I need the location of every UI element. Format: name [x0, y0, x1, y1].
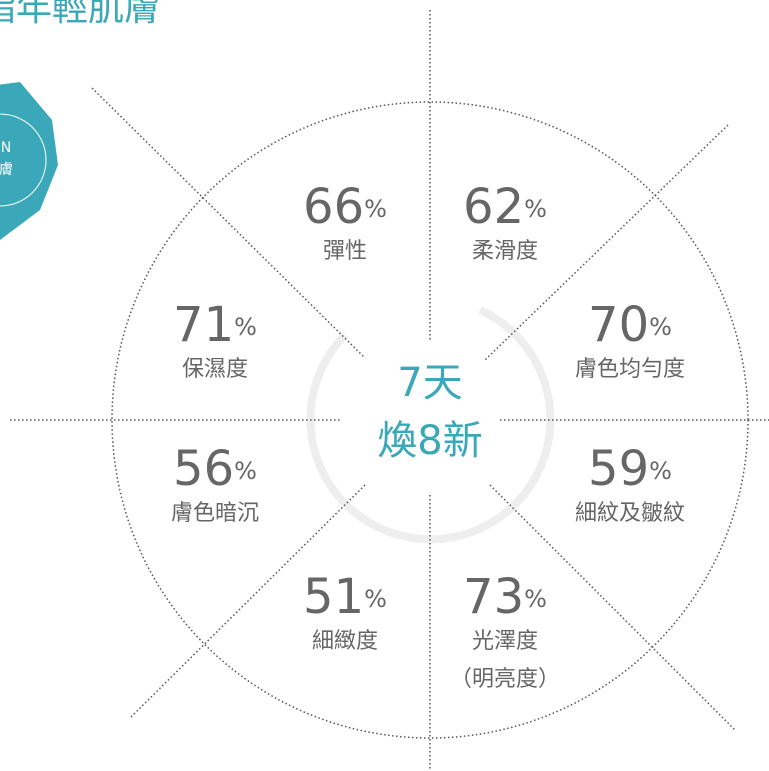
item-label: 光澤度 [472, 629, 538, 654]
item-label: 膚色均勻度 [575, 357, 685, 382]
percent: 70% [588, 297, 672, 353]
percent: 66% [303, 179, 387, 235]
item-label: 膚色暗沉 [171, 501, 259, 526]
percent-unit: % [524, 195, 547, 223]
percent: 73% [463, 569, 547, 625]
percent-value: 56 [173, 441, 234, 497]
percent-value: 66 [303, 179, 364, 235]
percent-value: 71 [173, 297, 234, 353]
badge [0, 82, 58, 240]
percent-unit: % [524, 585, 547, 613]
badge-ring [0, 113, 47, 207]
percent: 51% [303, 569, 387, 625]
percent-unit: % [649, 457, 672, 485]
percent-unit: % [234, 313, 257, 341]
title: 指年輕肌膚 [0, 0, 160, 29]
percent-value: 51 [303, 569, 364, 625]
item-label: 彈性 [323, 239, 367, 264]
percent-unit: % [364, 585, 387, 613]
percent-unit: % [234, 457, 257, 485]
percent: 59% [588, 441, 672, 497]
percent-unit: % [364, 195, 387, 223]
item-label: （明亮度） [450, 667, 560, 692]
badge-text: 膚 [0, 162, 13, 178]
item-label: 柔滑度 [472, 239, 538, 264]
percent: 71% [173, 297, 257, 353]
item-label: 保濕度 [182, 357, 248, 382]
percent-unit: % [649, 313, 672, 341]
percent: 56% [173, 441, 257, 497]
percent: 62% [463, 179, 547, 235]
badge-text: N [1, 140, 11, 156]
divider-lines [10, 10, 769, 771]
percent-value: 62 [463, 179, 524, 235]
center-text: 7天 [397, 360, 462, 406]
percent-value: 70 [588, 297, 649, 353]
center-text: 煥8新 [377, 418, 482, 464]
item-label: 細紋及皺紋 [575, 501, 685, 526]
center-ring [306, 306, 555, 544]
percent-value: 73 [463, 569, 524, 625]
percent-value: 59 [588, 441, 649, 497]
item-label: 細緻度 [312, 629, 378, 654]
